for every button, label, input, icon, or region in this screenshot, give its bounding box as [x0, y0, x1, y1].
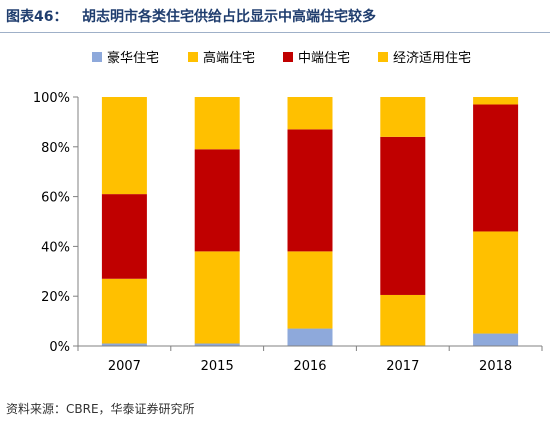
bar-segment [101, 278, 147, 344]
bar-segment [287, 129, 333, 252]
bar-segment [380, 294, 426, 346]
bar-segment [380, 97, 426, 137]
bar-segment [287, 251, 333, 329]
bar-segment [101, 97, 147, 195]
chart-title: 胡志明市各类住宅供给占比显示中高端住宅较多 [82, 9, 376, 25]
bar-segment [194, 149, 240, 252]
figure-label: 图表46： [6, 9, 68, 25]
bar-segment [473, 231, 519, 334]
legend-swatch [378, 52, 388, 62]
legend-swatch [283, 52, 293, 62]
x-tick-label: 2015 [201, 359, 234, 374]
legend-label: 豪华住宅 [107, 50, 159, 66]
x-tick-label: 2017 [386, 359, 419, 374]
stacked-bar-chart: 豪华住宅 高端住宅 中端住宅 经济适用住宅 0% 20% 40% 60% 80% 100% 20… [33, 50, 543, 374]
x-tick-label: 2007 [108, 359, 141, 374]
bar-segment [194, 251, 240, 344]
bar-segment [473, 104, 519, 232]
bar-segment [101, 343, 147, 346]
bar-segment [287, 97, 333, 130]
figure-header: 图表46： 胡志明市各类住宅供给占比显示中高端住宅较多 [0, 0, 550, 33]
legend-label: 中端住宅 [298, 51, 350, 66]
bar-segment [473, 97, 519, 105]
y-tick-label: 80% [41, 141, 70, 156]
bar-segment [194, 343, 240, 346]
legend-label: 高端住宅 [203, 50, 255, 66]
bar-segment [473, 333, 519, 346]
x-tick-label: 2018 [479, 359, 512, 374]
y-tick-label: 20% [41, 290, 70, 305]
legend: 豪华住宅 高端住宅 中端住宅 经济适用住宅 [92, 50, 471, 66]
y-axis: 0% 20% 40% 60% 80% 100% [33, 91, 79, 355]
bar-segment [380, 136, 426, 295]
bar-segment [194, 97, 240, 150]
bars [101, 97, 519, 346]
x-axis: 2007 2015 2016 2017 2018 [77, 345, 543, 374]
bar-segment [101, 194, 147, 279]
source-note: 资料来源：CBRE，华泰证券研究所 [6, 402, 195, 416]
y-tick-label: 0% [49, 340, 70, 355]
x-tick-label: 2016 [293, 359, 326, 374]
y-tick-label: 100% [33, 91, 70, 106]
y-tick-label: 40% [41, 240, 70, 255]
legend-swatch [188, 52, 198, 62]
legend-label: 经济适用住宅 [393, 51, 471, 66]
y-tick-label: 60% [41, 191, 70, 206]
bar-segment [287, 328, 333, 346]
legend-swatch [92, 52, 102, 62]
